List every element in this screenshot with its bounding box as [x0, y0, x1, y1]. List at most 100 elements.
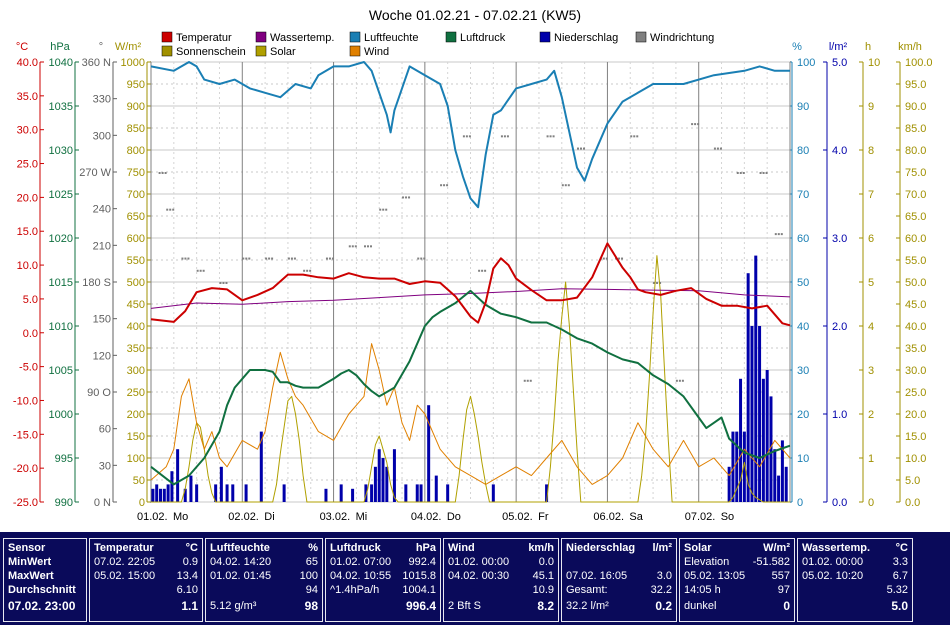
- temp-tick-label: 5.0: [23, 294, 38, 306]
- winddir-point: [633, 135, 636, 138]
- winddir-tick-label: 0 N: [94, 497, 111, 509]
- sun-tick-label: 1: [868, 453, 874, 465]
- panel-wind: Wind km/h 01.02. 00:00 0.0 04.02. 00:30 45.1 1…: [443, 538, 559, 622]
- humidity-tick-label: 90: [797, 101, 809, 113]
- winddir-point: [161, 172, 164, 174]
- series-solar: [151, 255, 790, 503]
- solar-row: 05.02. 13:05 557: [684, 569, 790, 583]
- rain-bar: [162, 488, 166, 502]
- winddir-point: [739, 172, 742, 174]
- winddir-point: [462, 135, 465, 138]
- wind-row-label: 01.02. 00:00: [448, 556, 510, 568]
- temp-tick-label: -5.0: [19, 362, 38, 374]
- solar-tick-label: 150: [127, 431, 145, 443]
- sensor-current-label: 07.02. 23:00: [8, 599, 76, 613]
- panel-niederschlag: Niederschlag l/m² 07.02. 16:05 3.0 Gesamt: 32…: [561, 538, 677, 622]
- sun-tick-label: 10: [868, 57, 880, 69]
- winddir-point: [713, 147, 716, 150]
- wind-tick-label: 20.0: [905, 409, 926, 421]
- x-day-label: Di: [264, 511, 274, 523]
- winddir-point: [716, 147, 719, 150]
- rain-bar: [324, 488, 328, 502]
- x-day-label: Mo: [173, 511, 188, 523]
- wassertemp-row-label: 01.02. 00:00: [802, 556, 864, 568]
- winddir-point: [443, 184, 446, 187]
- niederschlag-header-label: Niederschlag: [566, 542, 636, 554]
- solar-row-value: 97: [777, 584, 790, 596]
- winddir-point: [694, 123, 697, 126]
- solar-row-label: Elevation: [684, 556, 730, 568]
- rain-bar: [746, 273, 750, 502]
- sun-tick-label: 9: [868, 101, 874, 113]
- temp-tick-label: 35.0: [17, 91, 38, 103]
- humidity-tick-label: 0: [797, 497, 803, 509]
- winddir-point: [196, 269, 199, 272]
- legend-swatch: [161, 31, 173, 43]
- winddir-point: [484, 269, 487, 272]
- legend-swatch: [349, 31, 361, 43]
- wind-tick-label: 65.0: [905, 211, 926, 223]
- rain-bar: [739, 378, 743, 502]
- wind-tick-label: 10.0: [905, 453, 926, 465]
- rain-tick-label: 0.0: [832, 497, 847, 509]
- luftdruck-row-label: 04.02. 10:55: [330, 570, 392, 582]
- winddir-point: [618, 257, 621, 260]
- sun-tick-label: 4: [868, 321, 874, 333]
- solar-row: 14:05 h 97: [684, 583, 790, 597]
- winddir-point: [242, 257, 245, 260]
- panel-sensor: Sensor MinWert MaxWert Durchschnitt 07.0…: [3, 538, 87, 622]
- solar-row-label: dunkel: [684, 600, 717, 612]
- solar-tick-label: 50: [133, 475, 145, 487]
- rain-bar: [370, 484, 374, 502]
- winddir-point: [481, 269, 484, 272]
- wassertemp-row: 05.02. 10:20 6.7: [802, 569, 908, 583]
- winddir-point: [546, 135, 549, 138]
- sun-unit-label: h: [865, 41, 871, 53]
- pressure-tick-label: 995: [55, 453, 73, 465]
- humidity-tick-label: 10: [797, 453, 809, 465]
- rain-bar: [780, 440, 784, 502]
- winddir-point: [166, 208, 169, 211]
- winddir-point: [780, 233, 783, 236]
- luftfeuchte-row: 04.02. 14:20 65: [210, 555, 318, 569]
- humidity-tick-label: 70: [797, 189, 809, 201]
- x-date-label: 05.02.: [502, 511, 533, 523]
- humidity-tick-label: 100: [797, 57, 815, 69]
- luftdruck-row-label: ^1.4hPa/h: [330, 584, 380, 596]
- wind-tick-label: 30.0: [905, 365, 926, 377]
- sun-tick-label: 6: [868, 233, 874, 245]
- winddir-point: [656, 282, 659, 284]
- pressure-tick-label: 1025: [49, 189, 73, 201]
- winddir-point: [636, 135, 639, 138]
- winddir-point: [164, 172, 167, 174]
- winddir-point: [621, 257, 624, 260]
- wind-tick-label: 95.0: [905, 79, 926, 91]
- winddir-tick-label: 60: [99, 424, 111, 436]
- solar-row-label: 14:05 h: [684, 584, 721, 596]
- solar-tick-label: 200: [127, 409, 145, 421]
- winddir-point: [248, 257, 251, 260]
- winddir-point: [202, 269, 205, 272]
- sun-tick-label: 3: [868, 365, 874, 377]
- panel-wassertemp: Wassertemp. °C 01.02. 00:00 3.3 05.02. 10:20…: [797, 538, 913, 622]
- winddir-point: [765, 172, 768, 174]
- winddir-tick-label: 120: [93, 350, 111, 362]
- legend-label: Luftdruck: [460, 32, 506, 44]
- winddir-point: [526, 379, 529, 382]
- niederschlag-row-value: 3.0: [656, 570, 672, 582]
- solar-tick-label: 1000: [121, 57, 145, 69]
- winddir-point: [659, 282, 662, 284]
- solar-unit: W/m²: [763, 542, 790, 554]
- rain-bar: [166, 484, 170, 502]
- niederschlag-row-label: 07.02. 16:05: [566, 570, 628, 582]
- winddir-point: [478, 269, 481, 272]
- luftfeuchte-row: 94: [210, 583, 318, 597]
- wassertemp-row: 5.0: [802, 599, 908, 613]
- winddir-point: [602, 257, 605, 260]
- winddir-point: [468, 135, 471, 138]
- winddir-point: [561, 184, 564, 187]
- solar-tick-label: 600: [127, 233, 145, 245]
- winddir-point: [351, 245, 354, 248]
- wassertemp-unit: °C: [895, 542, 908, 554]
- solar-tick-label: 800: [127, 145, 145, 157]
